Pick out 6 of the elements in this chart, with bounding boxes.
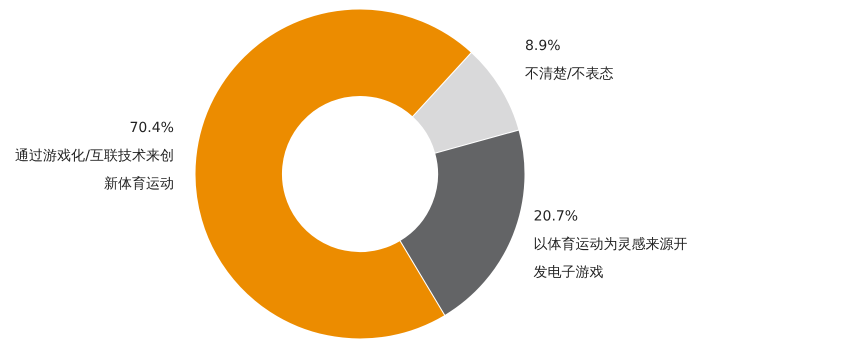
data-label: 70.4% [129,120,174,136]
data-label: 8.9% [525,38,561,54]
slice-label: 以体育运动为灵感来源开发电子游戏 [534,235,688,280]
data-label: 20.7% [534,208,578,224]
slice-label: 通过游戏化/互联技术来创新体育运动 [15,148,174,192]
slice-label: 不清楚/不表态 [525,66,614,82]
